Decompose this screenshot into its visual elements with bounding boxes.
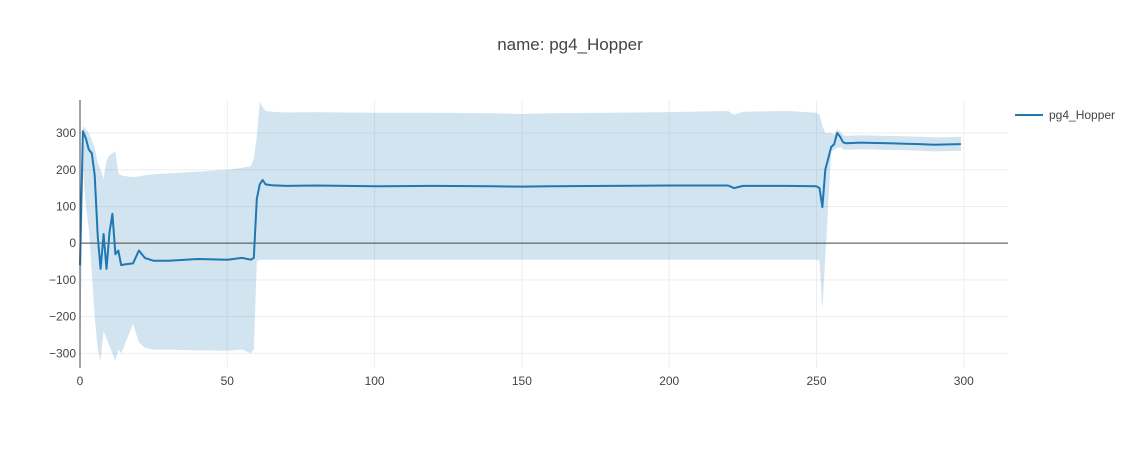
y-tick-label: 300 xyxy=(56,126,76,140)
line-layer xyxy=(79,130,961,270)
y-tick-label: −100 xyxy=(49,273,76,287)
legend-label: pg4_Hopper xyxy=(1049,108,1115,122)
legend[interactable]: pg4_Hopper xyxy=(1015,108,1115,122)
x-tick-label: 200 xyxy=(659,374,679,388)
x-tick-label: 300 xyxy=(954,374,974,388)
x-tick-label: 150 xyxy=(512,374,532,388)
grid xyxy=(80,100,1008,368)
chart-title: name: pg4_Hopper xyxy=(497,35,643,54)
y-tick-label: 0 xyxy=(69,236,76,250)
x-tick-labels: 0 50 100 150 200 250 300 xyxy=(77,374,974,388)
x-tick-label: 0 xyxy=(77,374,84,388)
y-tick-label: 200 xyxy=(56,163,76,177)
x-tick-label: 250 xyxy=(806,374,826,388)
y-tick-label: 100 xyxy=(56,199,76,213)
y-tick-label: −200 xyxy=(49,310,76,324)
y-tick-label: −300 xyxy=(49,346,76,360)
x-tick-label: 50 xyxy=(221,374,235,388)
series-line xyxy=(79,130,961,270)
y-tick-labels: −300 −200 −100 0 100 200 300 xyxy=(49,126,76,360)
confidence-band xyxy=(80,101,961,369)
x-tick-label: 100 xyxy=(365,374,385,388)
band-layer xyxy=(80,101,961,369)
